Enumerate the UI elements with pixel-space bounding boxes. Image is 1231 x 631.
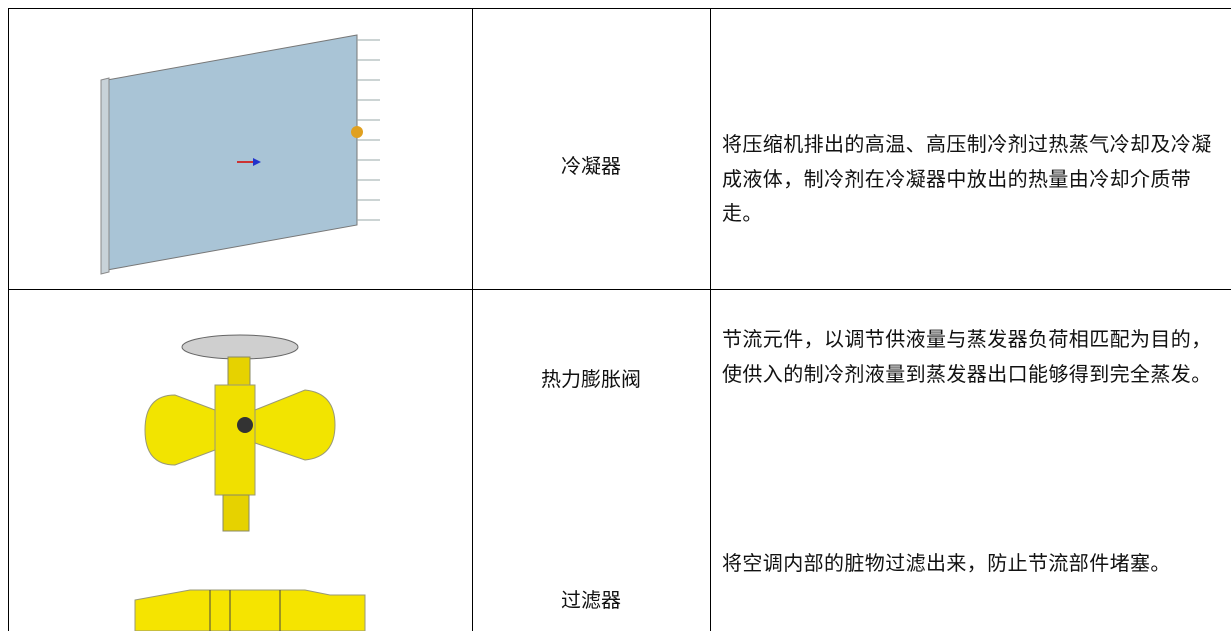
component-name: 过滤器 xyxy=(561,590,621,612)
table-border xyxy=(8,8,9,631)
table-border xyxy=(472,8,473,631)
filter-image xyxy=(134,589,366,631)
condenser-image xyxy=(100,34,380,275)
component-description: 将压缩机排出的高温、高压制冷剂过热蒸气冷却及冷凝成液体，制冷剂在冷凝器中放出的热… xyxy=(722,134,1212,225)
table-border xyxy=(8,8,1231,9)
component-description: 节流元件，以调节供液量与蒸发器负荷相匹配为目的，使供入的制冷剂液量到蒸发器出口能… xyxy=(722,329,1212,386)
component-description: 将空调内部的脏物过滤出来，防止节流部件堵塞。 xyxy=(722,553,1171,575)
component-name: 冷凝器 xyxy=(561,156,621,178)
valve-image xyxy=(144,334,336,532)
table-border xyxy=(710,8,711,631)
table-border xyxy=(8,289,1231,290)
component-name: 热力膨胀阀 xyxy=(541,369,641,391)
